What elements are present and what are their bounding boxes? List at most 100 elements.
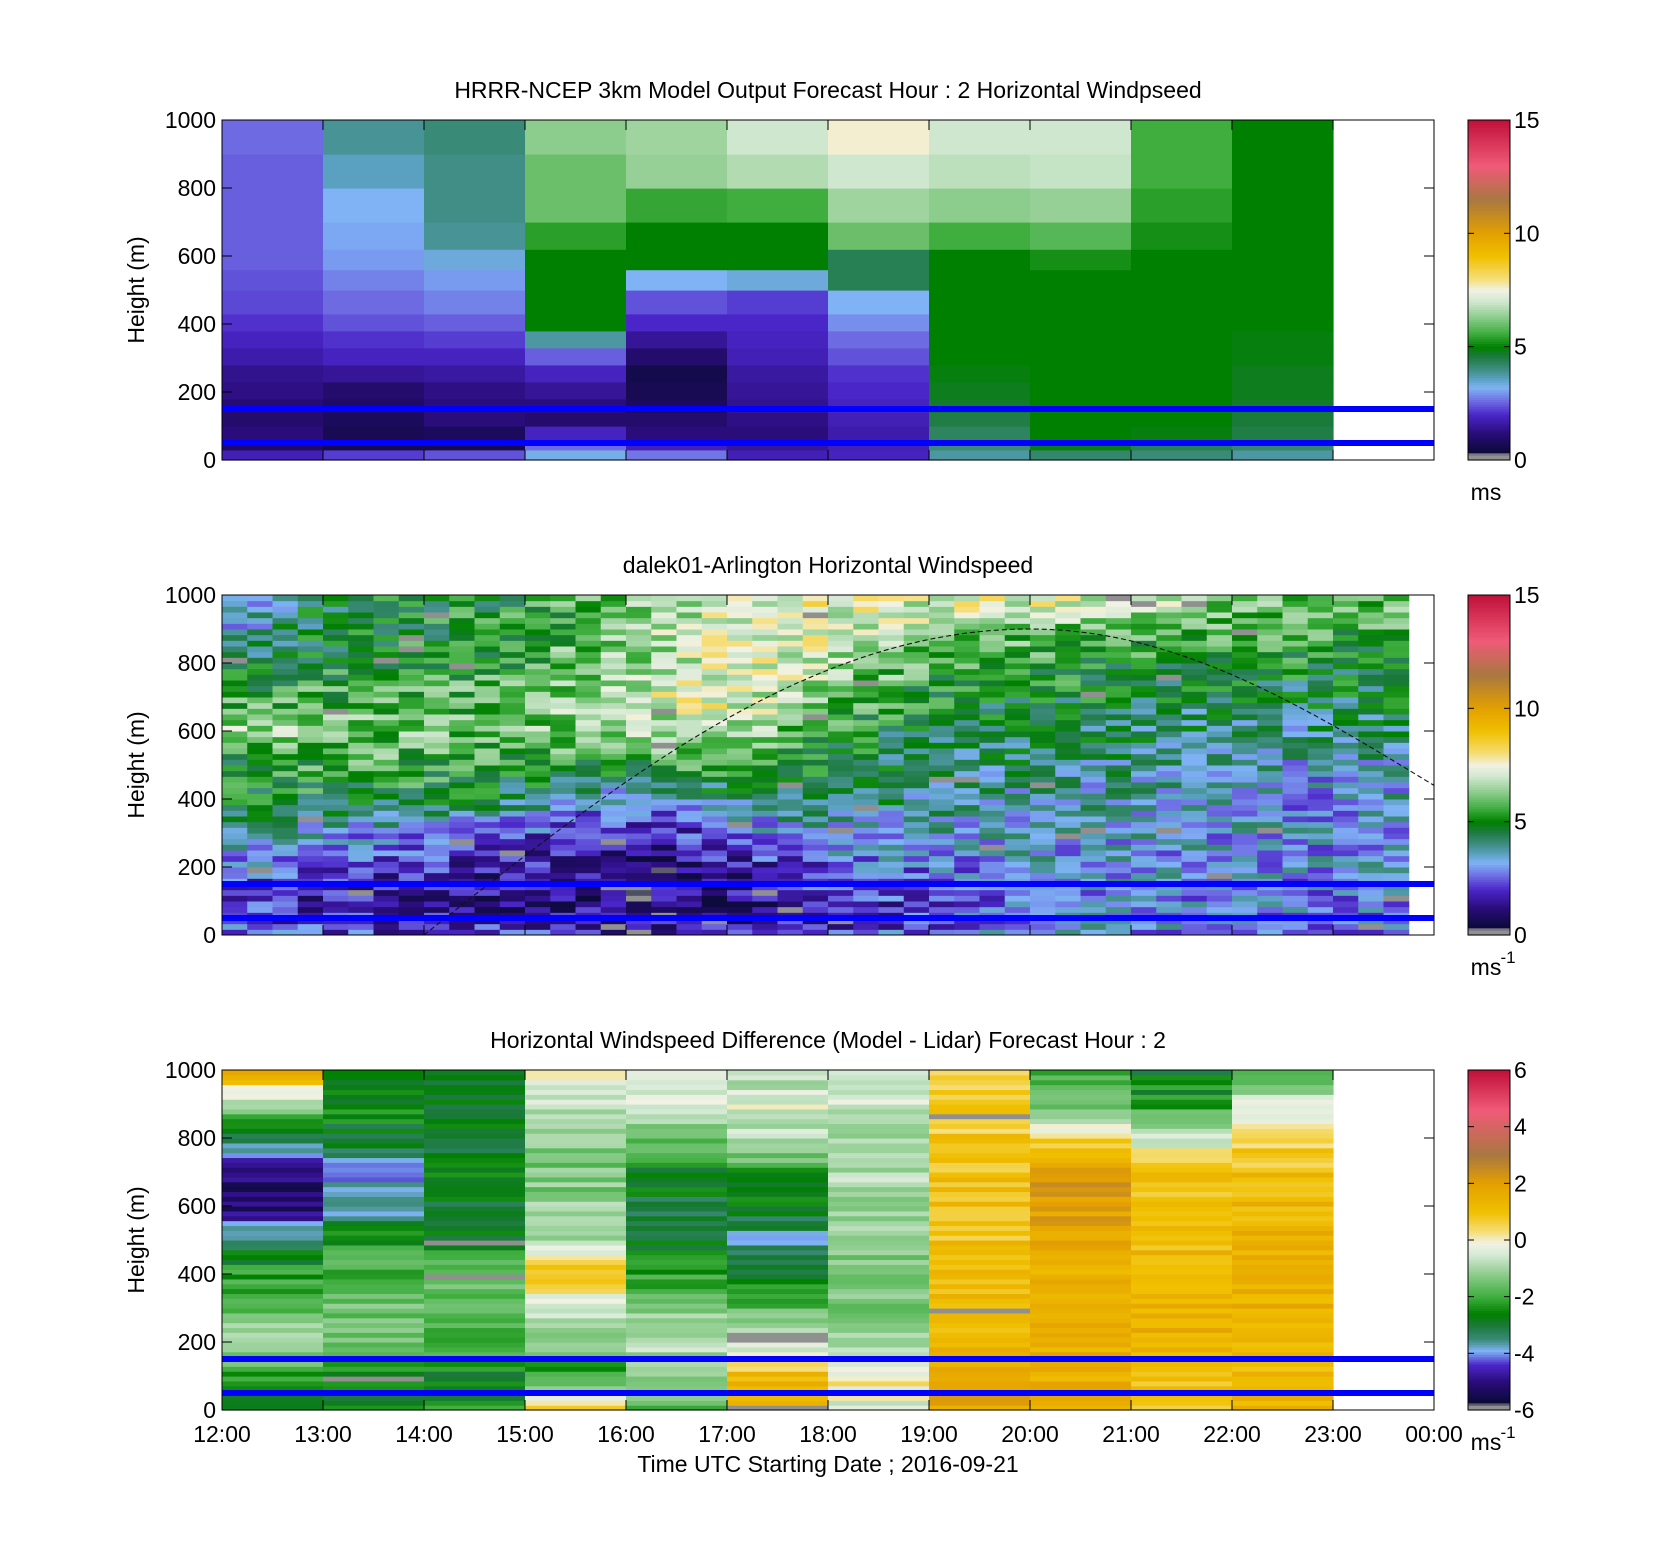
colorbar-swatch [1468, 888, 1510, 892]
heatmap-cell [1156, 612, 1182, 619]
heatmap-cell [499, 923, 526, 930]
heatmap-cell [222, 691, 248, 698]
heatmap-cell [752, 731, 778, 738]
colorbar-swatch [1468, 307, 1510, 311]
heatmap-cell [929, 1380, 1031, 1387]
heatmap-cell [550, 901, 576, 908]
colorbar-swatch [1468, 1174, 1510, 1178]
heatmap-cell [701, 623, 728, 630]
colorbar-tick-label: 2 [1514, 1170, 1527, 1196]
heatmap-cell [878, 827, 905, 834]
heatmap-cell [474, 918, 501, 925]
heatmap-cell [525, 412, 627, 427]
heatmap-cell [1307, 714, 1334, 721]
colorbar-swatch [1468, 365, 1510, 369]
heatmap-cell [398, 617, 425, 624]
heatmap-cell [398, 759, 425, 766]
heatmap-cell [1181, 804, 1208, 811]
heatmap-cell [1131, 1298, 1233, 1304]
heatmap-cell [1055, 782, 1081, 789]
heatmap-cell [499, 748, 526, 755]
heatmap-cell [1333, 680, 1359, 687]
heatmap-cell [525, 657, 551, 664]
heatmap-cell [979, 923, 1006, 930]
heatmap-cell [777, 770, 804, 777]
heatmap-cell [525, 1186, 627, 1193]
y-tick-label: 800 [178, 650, 216, 676]
heatmap-cell [525, 776, 551, 783]
heatmap-cell [1232, 1070, 1334, 1076]
heatmap-cell [499, 765, 526, 772]
heatmap-cell [1030, 1104, 1132, 1110]
heatmap-cell [297, 612, 324, 619]
colorbar-swatch [1468, 171, 1510, 175]
heatmap-cell [1232, 290, 1334, 315]
heatmap-cell [727, 381, 829, 400]
heatmap-cell [222, 867, 248, 874]
heatmap-cell [600, 895, 627, 902]
heatmap-cell [701, 810, 728, 817]
heatmap-cell [777, 663, 804, 670]
heatmap-cell [474, 765, 501, 772]
heatmap-cell [222, 1376, 324, 1382]
heatmap-cell [929, 816, 955, 823]
heatmap-cell [348, 731, 374, 738]
heatmap-cell [1232, 833, 1258, 840]
heatmap-cell [525, 1128, 627, 1134]
heatmap-cell [1055, 929, 1081, 936]
colorbar-swatch [1468, 1356, 1510, 1360]
heatmap-cell [525, 782, 551, 789]
heatmap-cell [323, 612, 349, 619]
heatmap-cell [1080, 884, 1107, 891]
heatmap-cell [600, 634, 627, 641]
heatmap-cell [1181, 884, 1208, 891]
colorbar-swatch [1468, 658, 1510, 662]
heatmap-cell [247, 623, 273, 630]
heatmap-cell [1333, 634, 1359, 641]
heatmap-cell [323, 646, 349, 653]
colorbar-swatch [1468, 1094, 1510, 1098]
heatmap-cell [701, 697, 728, 704]
heatmap-cell [1257, 895, 1283, 902]
colorbar-swatch [1468, 370, 1510, 374]
heatmap-cell [626, 1244, 728, 1251]
heatmap-cell [550, 623, 576, 630]
heatmap-cell [1131, 906, 1157, 913]
heatmap-cell [701, 731, 728, 738]
heatmap-cell [1333, 838, 1359, 845]
heatmap-cell [525, 1371, 627, 1377]
heatmap-cell [777, 685, 804, 692]
heatmap-cell [424, 1210, 526, 1217]
heatmap-cell [449, 827, 475, 834]
colorbar-swatch [1468, 857, 1510, 861]
heatmap-cell [1004, 895, 1031, 902]
heatmap-cell [323, 1259, 425, 1265]
colorbar-swatch [1468, 806, 1510, 810]
heatmap-cell [626, 1201, 728, 1207]
heatmap-cell [727, 1201, 829, 1207]
heatmap-cell [222, 120, 324, 155]
heatmap-cell [626, 1176, 728, 1183]
heatmap-cell [222, 702, 248, 709]
heatmap-cell [323, 1254, 425, 1261]
heatmap-cell [398, 821, 425, 828]
heatmap-cell [954, 617, 980, 624]
heatmap-cell [1333, 691, 1359, 698]
heatmap-cell [752, 793, 778, 800]
heatmap-cell [929, 120, 1031, 155]
heatmap-cell [424, 782, 450, 789]
heatmap-cell [626, 412, 728, 427]
heatmap-cell [499, 895, 526, 902]
heatmap-cell [1232, 663, 1258, 670]
heatmap-cell [626, 782, 652, 789]
heatmap-cell [373, 708, 400, 715]
heatmap-cell [247, 668, 273, 675]
heatmap-cell [626, 1259, 728, 1265]
heatmap-cell [600, 697, 627, 704]
heatmap-cell [525, 680, 551, 687]
heatmap-cell [1156, 759, 1182, 766]
heatmap-cell [1282, 765, 1309, 772]
heatmap-cell [802, 765, 829, 772]
heatmap-cell [323, 1361, 425, 1367]
